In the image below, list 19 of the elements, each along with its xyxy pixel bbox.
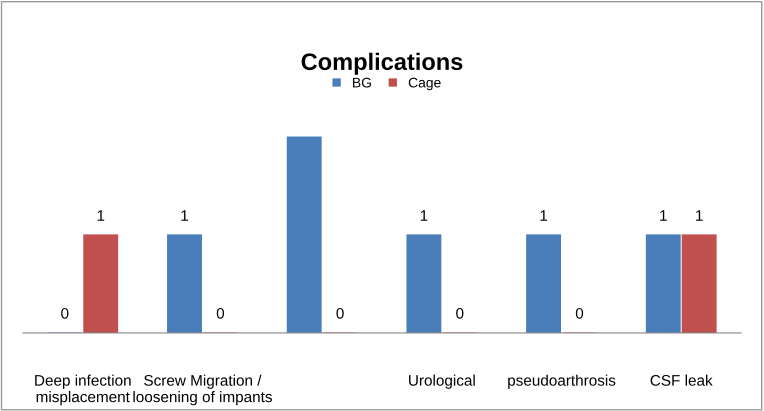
x-tick-label: pseudoarthrosis xyxy=(508,374,616,389)
data-label: 1 xyxy=(696,210,703,221)
chart-title: Complications xyxy=(302,52,462,75)
data-label: 0 xyxy=(336,308,344,319)
x-tick-label: Urological xyxy=(409,374,475,389)
data-label: 0 xyxy=(61,308,68,319)
data-label: 1 xyxy=(181,210,188,221)
data-label: 1 xyxy=(660,210,667,221)
legend-label: BG xyxy=(353,78,371,88)
data-label: 1 xyxy=(98,210,104,221)
data-label: 0 xyxy=(456,308,464,319)
data-label: 1 xyxy=(420,210,428,221)
data-label: 1 xyxy=(540,210,548,221)
data-label: 0 xyxy=(576,308,584,319)
x-tick-label: Deep infection misplacement xyxy=(35,374,131,406)
x-tick-label: Screw Migration / loosening of impants xyxy=(133,374,272,406)
legend-label: Cage xyxy=(408,78,441,90)
x-tick-label: CSF leak xyxy=(650,374,713,386)
data-label: 0 xyxy=(216,308,224,319)
